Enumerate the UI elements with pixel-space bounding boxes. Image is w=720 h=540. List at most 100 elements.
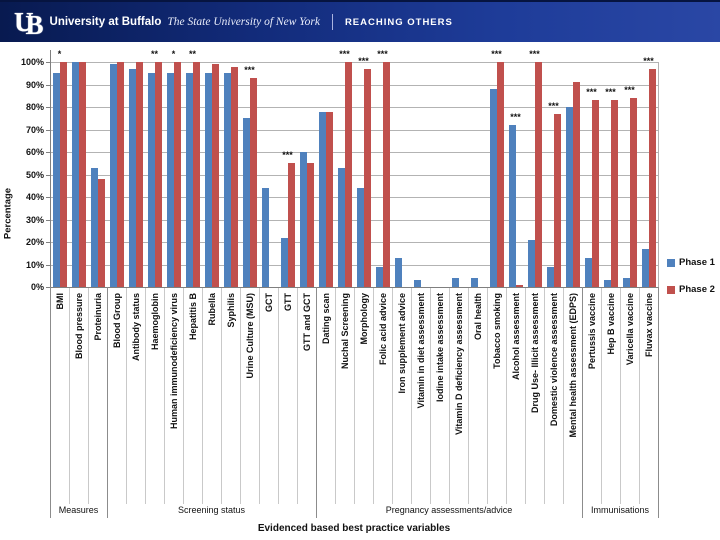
significance-marker: ***: [491, 49, 502, 59]
gridline: [50, 264, 658, 266]
bar-phase1: [622, 278, 630, 287]
bar-phase2: [496, 62, 504, 287]
bar-phase2: [59, 62, 67, 287]
bar-phase2: [154, 62, 162, 287]
category-separator: [297, 288, 298, 504]
category-label: Blood pressure: [73, 293, 84, 360]
bar-phase2: [553, 113, 561, 288]
category-label: Drug Use- Illicit assessment: [529, 293, 540, 414]
bar-phase1: [204, 73, 212, 288]
category-label: Tobacco smoking: [491, 293, 502, 369]
group-divider: [658, 287, 659, 518]
significance-marker: ***: [624, 85, 635, 95]
banner-divider: [331, 14, 333, 30]
bar-phase1: [299, 152, 307, 287]
gridline: [50, 84, 658, 86]
category-label: Nuchal Screening: [339, 293, 350, 370]
category-label: Urine Culture (MSU): [244, 293, 255, 379]
category-separator: [430, 288, 431, 504]
bar-phase1: [356, 188, 364, 287]
significance-marker: *: [171, 49, 176, 59]
bar-phase2: [534, 62, 542, 287]
bar-phase1: [584, 257, 592, 288]
category-label: GTT and GCT: [301, 293, 312, 351]
category-label: Iron supplement advice: [396, 293, 407, 394]
category-label: Vitamin in diet assessment: [415, 293, 426, 409]
bar-phase1: [489, 89, 497, 287]
category-separator: [259, 288, 260, 504]
category-label: Pertussis vaccine: [586, 293, 597, 370]
bar-phase1: [527, 239, 535, 288]
bar-phase1: [337, 167, 345, 288]
group-divider: [316, 287, 317, 518]
category-label: Rubella: [206, 293, 217, 326]
bar-phase2: [173, 62, 181, 287]
category-label: Iodine intake assessment: [434, 293, 445, 403]
significance-marker: ***: [377, 49, 388, 59]
category-label: Morphology: [358, 293, 369, 345]
ub-logo: UB: [14, 6, 44, 38]
bar-phase1: [261, 188, 269, 287]
category-separator: [639, 288, 640, 504]
bar-phase1: [166, 73, 174, 288]
y-tick-label: 10%: [25, 259, 44, 270]
bar-phase1: [128, 68, 136, 288]
category-separator: [601, 288, 602, 504]
category-separator: [221, 288, 222, 504]
category-label: Oral health: [472, 293, 483, 341]
gridline: [50, 152, 658, 153]
bar-phase1: [413, 280, 421, 288]
bar-phase1: [394, 257, 402, 288]
significance-marker: **: [188, 49, 196, 59]
bar-phase1: [508, 125, 516, 287]
logo-letter-u: U: [14, 6, 33, 37]
category-label: Proteinuria: [92, 293, 103, 341]
significance-marker: ***: [643, 55, 654, 66]
bar-phase1: [90, 167, 98, 288]
significance-marker: ***: [605, 87, 616, 98]
y-tick-label: 0%: [30, 282, 44, 292]
significance-marker: ***: [339, 49, 350, 59]
bar-phase2: [230, 66, 238, 287]
category-separator: [69, 288, 70, 504]
category-separator: [411, 288, 412, 504]
category-separator: [145, 288, 146, 504]
legend-label: Phase 2: [679, 284, 715, 295]
category-label: Dating scan: [320, 293, 331, 345]
category-separator: [544, 288, 545, 504]
bar-phase1: [52, 73, 60, 288]
y-tick-label: 40%: [25, 192, 44, 202]
y-tick: [46, 107, 50, 108]
gridline: [50, 219, 658, 221]
category-label: GCT: [263, 293, 274, 312]
x-axis-line: [50, 287, 658, 288]
bar-phase2: [648, 68, 656, 288]
bar-phase2: [116, 62, 124, 287]
category-separator: [468, 288, 469, 504]
gridline: [50, 242, 658, 243]
legend-item: Phase 2: [667, 284, 715, 295]
significance-marker: ***: [586, 87, 597, 98]
category-label: Alcohol assessment: [510, 293, 521, 381]
legend-label: Phase 1: [679, 257, 715, 268]
bar-phase2: [287, 163, 295, 288]
legend: Phase 1 Phase 2: [667, 257, 715, 311]
category-label: Hep B vaccine: [605, 293, 616, 355]
y-tick: [46, 242, 50, 243]
significance-marker: *: [57, 49, 62, 59]
group-divider: [107, 287, 108, 518]
bar-phase2: [363, 68, 371, 288]
category-separator: [563, 288, 564, 504]
category-separator: [240, 288, 241, 504]
bar-phase2: [591, 100, 599, 288]
group-label: Screening status: [177, 505, 246, 515]
category-separator: [335, 288, 336, 504]
plot-right-border: [658, 62, 659, 287]
y-tick: [46, 129, 50, 131]
category-label: Folic acid advice: [377, 293, 388, 366]
bar-phase2: [306, 163, 314, 288]
category-separator: [126, 288, 127, 504]
category-label: Hepatitis B: [187, 293, 198, 341]
bar-phase2: [515, 284, 523, 288]
y-tick: [46, 264, 50, 266]
